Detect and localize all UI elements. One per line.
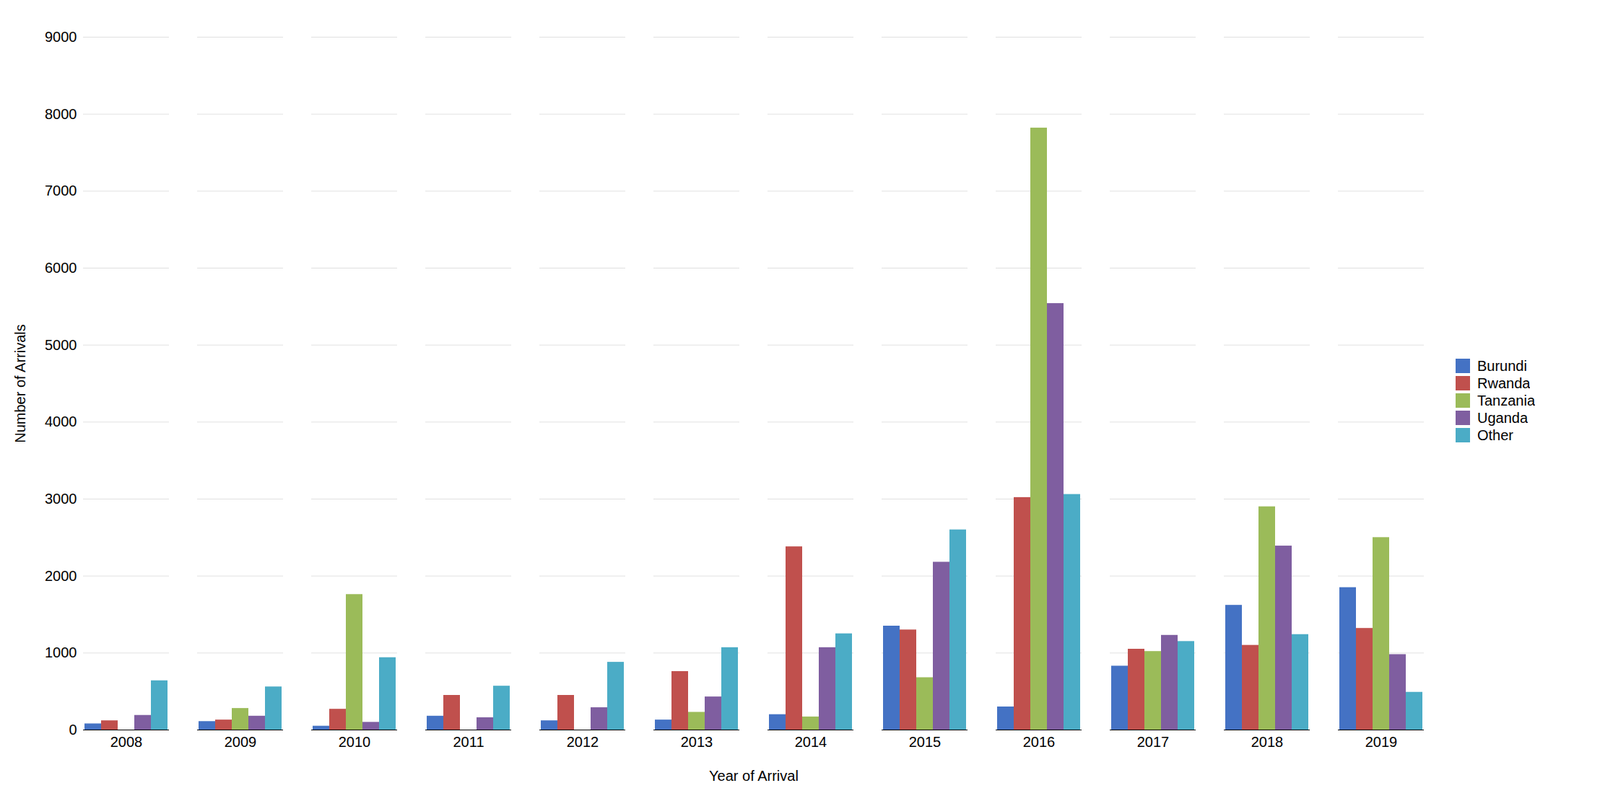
svg-text:2010: 2010 xyxy=(338,733,372,750)
svg-text:2019: 2019 xyxy=(1365,733,1398,750)
svg-text:2016: 2016 xyxy=(1023,733,1056,750)
svg-text:3000: 3000 xyxy=(44,490,78,507)
svg-text:2017: 2017 xyxy=(1137,733,1170,750)
svg-text:5000: 5000 xyxy=(44,336,78,353)
svg-text:2000: 2000 xyxy=(44,567,78,584)
svg-text:2009: 2009 xyxy=(224,733,258,750)
svg-text:1000: 1000 xyxy=(44,644,78,661)
svg-text:7000: 7000 xyxy=(44,182,78,199)
html-text:Tanzania: Tanzania xyxy=(1477,392,1536,409)
svg-text:0: 0 xyxy=(68,721,77,738)
svg-text:4000: 4000 xyxy=(44,413,78,430)
svg-text:2008: 2008 xyxy=(110,733,143,750)
svg-text:2013: 2013 xyxy=(680,733,714,750)
svg-text:9000: 9000 xyxy=(44,28,78,45)
html-text:Uganda: Uganda xyxy=(1477,409,1528,426)
html-text:Other: Other xyxy=(1477,427,1514,443)
html-text:Burundi: Burundi xyxy=(1477,357,1528,374)
html-text:Rwanda: Rwanda xyxy=(1477,375,1531,391)
svg-text:2014: 2014 xyxy=(794,733,828,750)
svg-text:8000: 8000 xyxy=(44,105,78,122)
svg-text:2015: 2015 xyxy=(909,733,942,750)
svg-text:Number of Arrivals: Number of Arrivals xyxy=(12,324,29,444)
svg-text:2018: 2018 xyxy=(1251,733,1284,750)
svg-text:2011: 2011 xyxy=(452,733,484,750)
svg-text:Year of Arrival: Year of Arrival xyxy=(709,767,799,784)
svg-text:6000: 6000 xyxy=(44,259,78,276)
svg-text:2012: 2012 xyxy=(566,733,600,750)
